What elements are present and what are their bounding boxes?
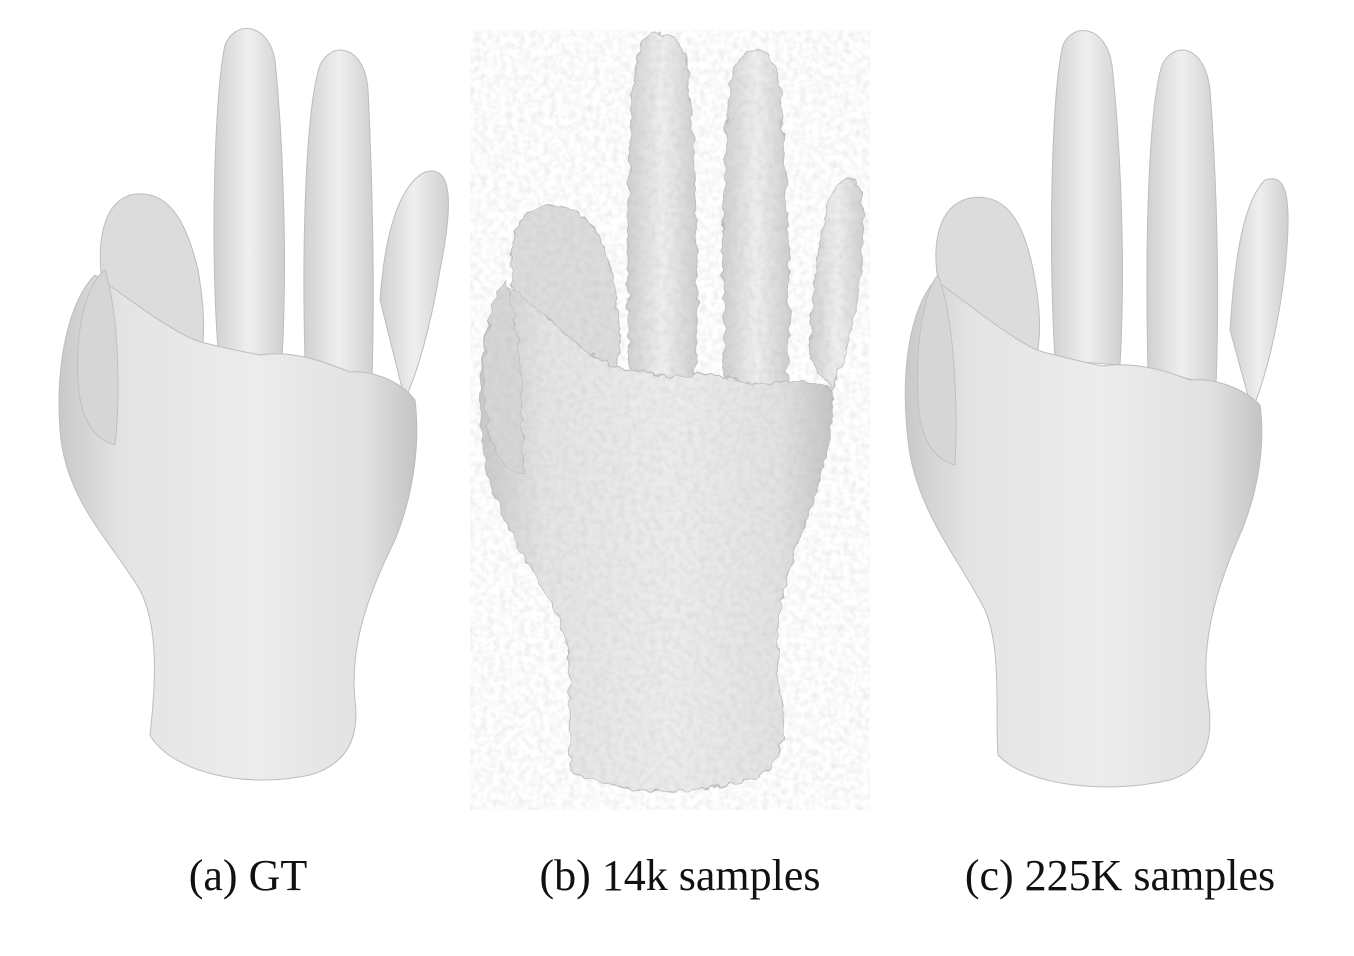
- panel-a-hand-mesh: [58, 28, 449, 781]
- hand-c-shape: [904, 30, 1289, 788]
- panel-b-hand-mesh: [470, 30, 870, 810]
- caption-b: (b) 14k samples: [539, 851, 821, 900]
- panel-c-hand-mesh: [904, 30, 1289, 788]
- caption-a: (a) GT: [188, 851, 308, 900]
- hand-a-shape: [58, 28, 449, 781]
- caption-c: (c) 225K samples: [964, 851, 1276, 900]
- mesh-noise-texture: [470, 30, 870, 810]
